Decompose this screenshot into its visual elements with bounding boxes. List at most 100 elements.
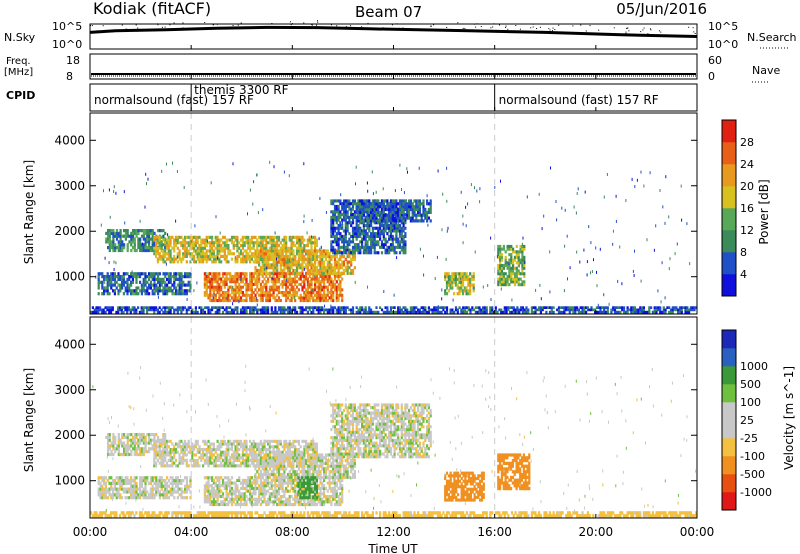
power-cell — [351, 204, 355, 208]
power-cell — [276, 238, 279, 242]
power-cell — [270, 255, 273, 259]
power-cell — [330, 240, 333, 244]
power-cell — [502, 280, 505, 284]
power-cell — [270, 238, 273, 242]
power-cell — [337, 296, 340, 300]
power-cell — [339, 251, 342, 255]
power-cell — [323, 285, 326, 289]
velocity-cell — [173, 456, 176, 460]
power-cell — [474, 310, 477, 314]
power-cell — [249, 260, 252, 264]
power-cell — [225, 277, 228, 281]
power-cell — [153, 243, 156, 247]
power-cell — [321, 308, 324, 312]
power-cell — [315, 266, 318, 270]
power-cell — [305, 257, 308, 261]
power-cell — [323, 310, 326, 314]
power-cell — [227, 246, 230, 250]
power-cell — [211, 288, 214, 292]
power-cell — [373, 243, 376, 247]
velocity-cell — [158, 444, 161, 448]
power-cell — [628, 308, 631, 312]
power-cell — [583, 308, 586, 312]
velocity-cell — [183, 448, 187, 452]
power-cell — [245, 274, 248, 278]
power-cell — [218, 299, 221, 303]
velocity-cell — [267, 439, 270, 443]
velocity-cell — [164, 433, 167, 437]
power-cell — [279, 255, 282, 259]
power-cell — [370, 224, 373, 228]
power-cell — [393, 216, 396, 220]
velocity-cell — [243, 464, 246, 468]
power-cell — [465, 292, 468, 296]
power-cell — [330, 202, 333, 206]
power-cell — [117, 243, 120, 247]
power-cell — [418, 207, 421, 212]
power-cell — [499, 269, 502, 273]
power-cell — [308, 306, 311, 309]
power-cell — [395, 251, 398, 255]
power-cell — [185, 252, 188, 256]
velocity-cell — [239, 461, 243, 465]
power-cell — [263, 291, 266, 295]
power-cell — [397, 224, 400, 228]
power-cell — [261, 252, 264, 256]
power-cell — [417, 219, 420, 223]
power-cell — [254, 249, 257, 253]
power-cell — [380, 308, 384, 312]
velocity-cell — [182, 453, 185, 457]
power-cell — [344, 245, 347, 249]
power-cell — [234, 260, 237, 264]
power-cell — [133, 246, 136, 250]
power-cell — [330, 226, 333, 230]
power-cell — [294, 277, 297, 281]
noise-cell — [113, 268, 115, 271]
power-cell — [397, 213, 400, 217]
power-cell — [361, 213, 364, 217]
power-cell — [653, 308, 656, 312]
power-cell — [232, 235, 235, 239]
power-cell — [350, 268, 353, 273]
power-cell — [315, 280, 318, 284]
power-cell — [137, 306, 140, 309]
power-cell — [283, 291, 286, 295]
power-cell — [91, 310, 94, 314]
power-cell — [268, 274, 271, 278]
noise-cell — [541, 227, 543, 231]
power-cell — [395, 215, 398, 219]
power-cell — [221, 274, 225, 278]
velocity-cell — [191, 458, 194, 462]
velocity-cell — [112, 444, 115, 448]
nsky-point — [311, 24, 313, 25]
power-cell — [348, 199, 351, 203]
power-cell — [146, 246, 149, 250]
power-cell — [337, 308, 340, 312]
power-cell — [454, 272, 457, 276]
power-cell — [408, 216, 411, 220]
power-cell — [371, 240, 374, 244]
power-cell — [371, 213, 374, 217]
velocity-cell — [238, 458, 241, 462]
power-cell — [218, 272, 221, 276]
noise-cell — [306, 231, 308, 235]
power-cell — [297, 252, 300, 256]
velocity-cell — [214, 461, 217, 465]
power-cell — [411, 306, 414, 309]
power-cell — [295, 285, 299, 289]
power-cell — [160, 308, 163, 312]
power-cell — [241, 293, 244, 297]
power-cell — [203, 272, 206, 276]
power-cell — [171, 275, 174, 279]
power-cell — [370, 308, 373, 312]
power-cell — [384, 310, 387, 314]
power-cell — [277, 249, 281, 253]
power-cell — [471, 306, 474, 309]
velocity-cell — [252, 445, 255, 449]
power-cell — [230, 274, 234, 278]
power-cell — [261, 293, 264, 297]
power-cell — [157, 275, 160, 279]
power-cell — [158, 235, 161, 239]
power-cell — [406, 210, 409, 214]
power-cell — [140, 272, 143, 276]
